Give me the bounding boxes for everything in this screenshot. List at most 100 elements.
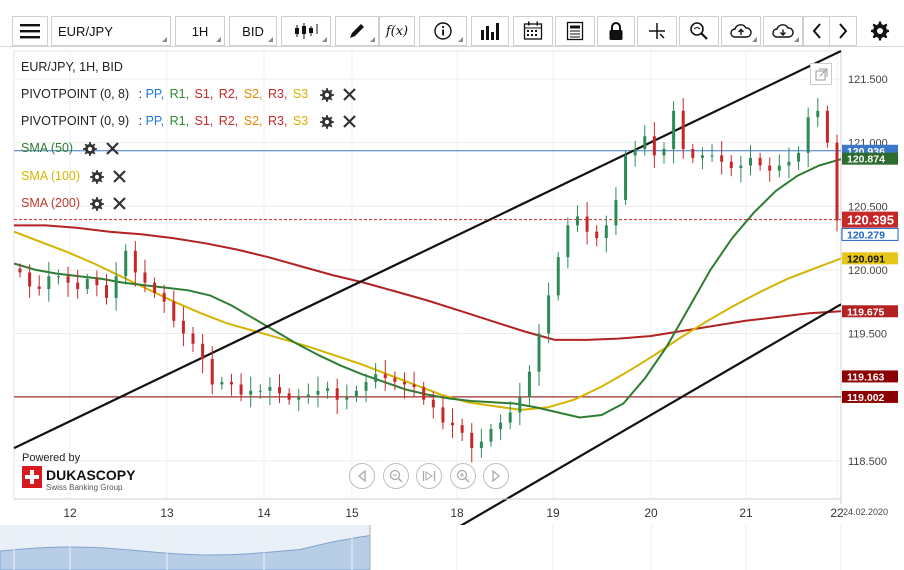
news-button[interactable] (555, 16, 595, 46)
symbol-select[interactable]: EUR/JPY (51, 16, 171, 46)
price-tag-blue2 (841, 227, 899, 241)
y-tick-label: 121.500 (848, 74, 888, 86)
calendar-button[interactable] (513, 16, 553, 46)
nav-right-button[interactable] (483, 463, 509, 489)
candle-body (201, 343, 205, 359)
close-icon[interactable] (106, 142, 119, 155)
sma50-label: SMA (50) (21, 141, 74, 155)
price-tag-label: 120.874 (847, 154, 885, 166)
menu-button[interactable] (12, 16, 48, 46)
candle-body (249, 390, 253, 395)
upload-button[interactable] (721, 16, 761, 46)
gear-icon[interactable] (319, 87, 334, 102)
candle-body (85, 278, 89, 289)
zoom-out-button[interactable] (383, 463, 409, 489)
nav-left-button[interactable] (349, 463, 375, 489)
volume-button[interactable] (471, 16, 509, 46)
close-icon[interactable] (343, 115, 356, 128)
candle-body (441, 407, 445, 423)
candle-body (451, 422, 455, 426)
sma50-legend: SMA (50) (21, 141, 119, 156)
pivot-name: PIVOTPOINT (0, 8) (21, 87, 130, 101)
lock-icon (609, 22, 623, 40)
candle-body (700, 155, 704, 158)
reset-button[interactable] (416, 463, 442, 489)
candle-body (37, 286, 41, 289)
zoom-out-icon (389, 469, 403, 483)
x-tick-label: 22 (830, 506, 844, 520)
scroll-left-button[interactable] (803, 16, 829, 46)
gear-icon[interactable] (89, 169, 104, 184)
candle-body (162, 292, 166, 302)
candle-body (28, 272, 32, 287)
price-tag-label: 120.279 (847, 229, 885, 241)
maximize-button[interactable] (810, 63, 832, 85)
scroll-right-button[interactable] (829, 16, 857, 46)
candle-body (239, 384, 243, 395)
zoom-button[interactable] (679, 16, 719, 46)
candle-body (124, 250, 128, 277)
candles-icon (295, 23, 318, 39)
candle-body (268, 387, 272, 391)
price-chart[interactable]: 118.500119.000119.500120.000120.500121.0… (0, 47, 904, 570)
trendline-lower (418, 303, 842, 551)
candle-body (306, 394, 310, 398)
close-icon[interactable] (113, 197, 126, 210)
price-tag-sma200_label (842, 305, 898, 318)
gear-icon[interactable] (82, 141, 97, 156)
candle-body (402, 381, 406, 385)
candle-body (172, 301, 176, 321)
gear-icon[interactable] (319, 114, 334, 129)
chevron-right-icon (839, 23, 848, 39)
price-tag-red_tag_1 (842, 370, 898, 383)
candle-body (614, 199, 618, 226)
navigator[interactable] (0, 525, 904, 570)
candle-body (210, 359, 214, 385)
download-button[interactable] (763, 16, 803, 46)
candle-body (835, 142, 839, 221)
indicator-lines (13, 50, 842, 551)
timeframe-select[interactable]: 1H (175, 16, 225, 46)
zoom-in-button[interactable] (450, 463, 476, 489)
crosshair-button[interactable] (637, 16, 677, 46)
candle-body (258, 390, 262, 392)
close-icon[interactable] (343, 88, 356, 101)
candle-body (133, 250, 137, 273)
chevron-left-icon (812, 23, 821, 39)
dukascopy-logo: DUKASCOPY Swiss Banking Group (22, 466, 136, 492)
date-label: 24.02.2020 (843, 507, 888, 517)
price-tag-sma100_label (842, 252, 898, 265)
draw-tool-button[interactable] (335, 16, 379, 46)
hamburger-icon (20, 24, 40, 39)
pencil-icon (350, 24, 364, 38)
y-tick-label: 120.000 (848, 265, 888, 277)
price-side-select[interactable]: BID (229, 16, 277, 46)
sma100-label: SMA (100) (21, 169, 81, 183)
gear-icon[interactable] (89, 196, 104, 211)
close-icon[interactable] (113, 170, 126, 183)
sma200-legend: SMA (200) (21, 196, 126, 211)
sma200-line (14, 224, 842, 341)
info-button[interactable] (419, 16, 467, 46)
lock-button[interactable] (597, 16, 635, 46)
price-tag-label: 120.091 (847, 253, 885, 265)
price-side-label: BID (242, 23, 264, 39)
info-icon (434, 22, 452, 40)
candle-body (460, 425, 464, 433)
candle-body (758, 157, 762, 166)
bar-chart-icon (481, 23, 499, 40)
price-axis: 118.500119.000119.500120.000120.500121.0… (841, 74, 899, 468)
candle-body (326, 388, 330, 391)
settings-button[interactable] (863, 16, 897, 46)
candle-body (575, 216, 579, 226)
candle-body (18, 268, 22, 273)
brand-name: DUKASCOPY (46, 467, 136, 483)
candle-body (229, 381, 233, 385)
candle-body (499, 422, 503, 429)
brand-tagline: Swiss Banking Group (46, 483, 123, 492)
indicators-button[interactable]: f(x) (379, 16, 415, 46)
sma50-line (13, 158, 842, 419)
x-tick-label: 18 (450, 506, 464, 520)
x-tick-label: 15 (345, 506, 359, 520)
chart-type-button[interactable] (281, 16, 331, 46)
